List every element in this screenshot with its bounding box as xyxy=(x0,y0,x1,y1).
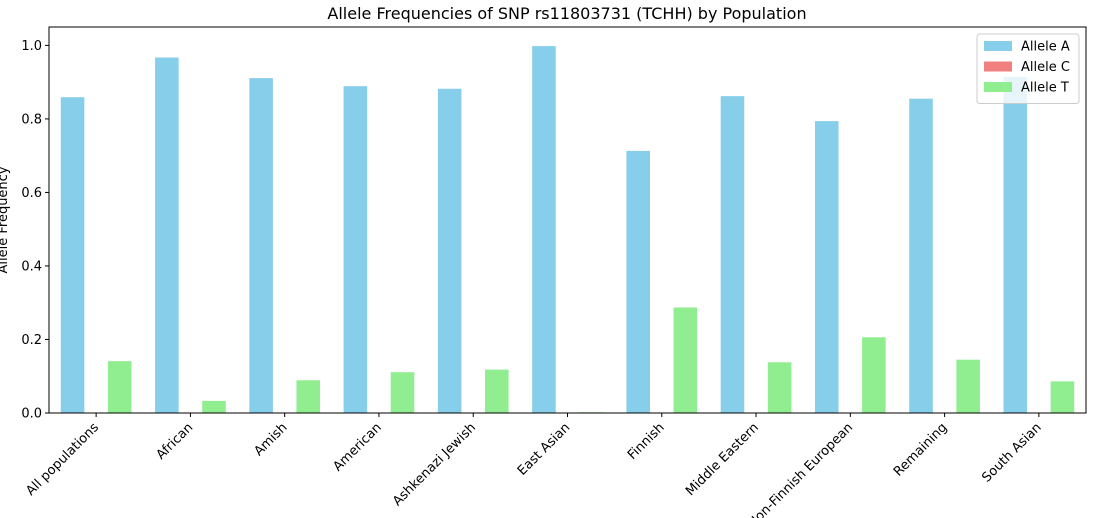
bar-allele-a-7 xyxy=(720,96,745,414)
x-tick-label: All populations xyxy=(23,420,102,499)
bar-allele-a-10 xyxy=(1003,76,1028,414)
bar-allele-t-8 xyxy=(862,337,886,413)
bar-allele-a-0 xyxy=(60,97,85,413)
x-tick-label: Middle Eastern xyxy=(683,420,762,499)
x-tick-label: South Asian xyxy=(979,420,1044,485)
bar-allele-t-9 xyxy=(956,359,980,413)
bar-allele-t-3 xyxy=(390,372,415,413)
legend-label: Allele C xyxy=(1021,60,1070,75)
chart-title: Allele Frequencies of SNP rs11803731 (TC… xyxy=(327,4,806,23)
bar-allele-t-7 xyxy=(767,362,792,413)
bar-allele-a-8 xyxy=(814,121,839,413)
x-axis: All populations African Amish American Ashke… xyxy=(23,413,1045,518)
bar-allele-t-10 xyxy=(1050,381,1075,413)
bar-allele-t-0 xyxy=(107,361,132,413)
legend-swatch-allele-a xyxy=(984,41,1012,51)
bar-allele-t-2 xyxy=(296,380,321,413)
y-tick-label: 0.4 xyxy=(21,259,42,274)
y-tick-label: 0.2 xyxy=(21,333,42,348)
bar-allele-a-4 xyxy=(437,88,462,413)
bars-group xyxy=(60,46,1075,414)
plot-frame xyxy=(48,26,1087,414)
bar-allele-a-3 xyxy=(343,86,368,413)
x-tick-label: Remaining xyxy=(891,420,950,479)
bar-allele-a-2 xyxy=(249,78,273,413)
y-tick-label: 0.0 xyxy=(21,407,42,422)
y-tick-label: 0.6 xyxy=(21,186,42,201)
y-tick-label: 1.0 xyxy=(21,39,42,54)
y-tick-label: 0.8 xyxy=(21,112,42,127)
x-tick-label: Finnish xyxy=(625,420,668,463)
bar-allele-t-4 xyxy=(485,369,509,413)
x-tick-label: Ashkenazi Jewish xyxy=(390,420,479,509)
bar-allele-t-1 xyxy=(202,400,226,413)
bar-allele-t-6 xyxy=(673,307,698,413)
legend-swatch-allele-t xyxy=(984,82,1012,92)
legend-swatch-allele-c xyxy=(984,61,1012,72)
x-tick-label: American xyxy=(330,420,384,474)
x-tick-label: East Asian xyxy=(515,420,573,478)
legend-label: Allele T xyxy=(1021,81,1069,96)
legend-label: Allele A xyxy=(1021,40,1070,55)
x-tick-label: African xyxy=(154,420,197,463)
bar-allele-a-5 xyxy=(532,46,556,414)
y-axis-label: Allele Frequency xyxy=(0,166,11,273)
bar-allele-a-6 xyxy=(626,150,650,413)
y-axis: 0.0 0.2 0.4 0.6 0.8 1.0 xyxy=(21,39,49,422)
x-tick-label: Non-Finnish European xyxy=(745,420,856,518)
bar-allele-a-9 xyxy=(909,98,933,413)
x-tick-label: Amish xyxy=(251,420,290,459)
legend: Allele A Allele C Allele T xyxy=(976,33,1080,104)
bar-allele-a-1 xyxy=(155,57,179,413)
